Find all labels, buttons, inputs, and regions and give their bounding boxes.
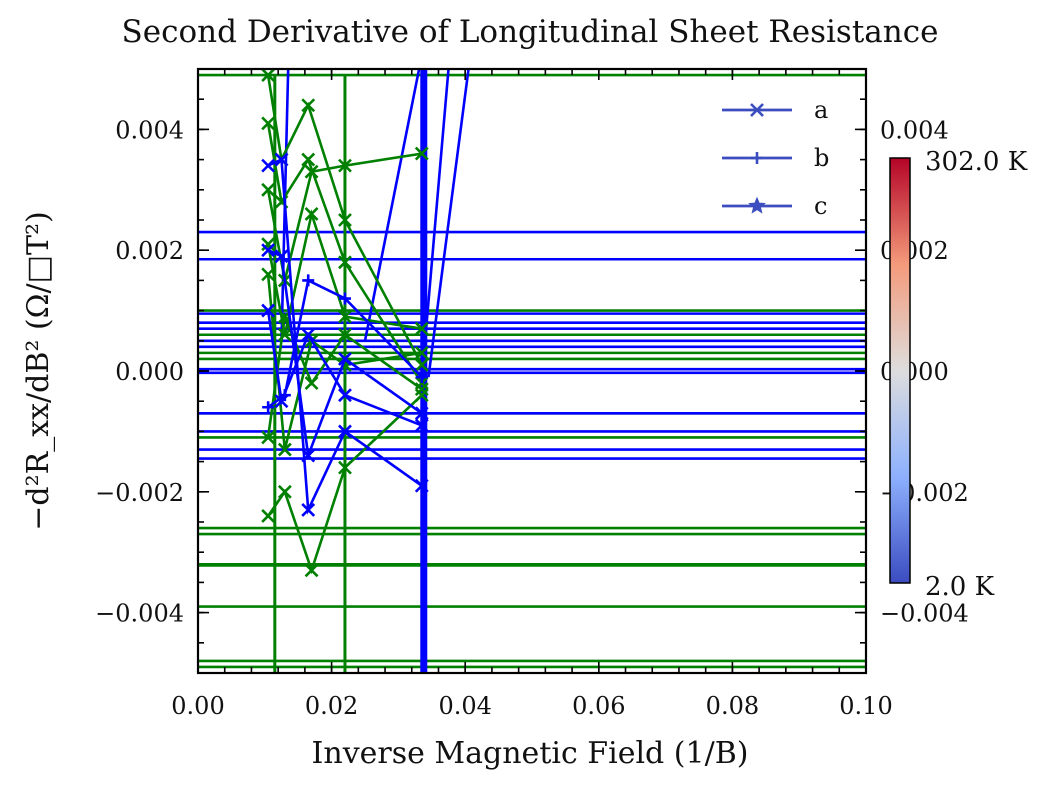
x-tick-label: 0.04	[438, 692, 491, 720]
data-point	[261, 116, 276, 131]
data-point	[301, 327, 316, 342]
data-point	[414, 406, 429, 421]
steep-line	[363, 69, 421, 342]
legend-label: b	[814, 144, 829, 172]
data-point	[304, 376, 319, 390]
data-point	[261, 509, 276, 523]
x-tick-label: 0.06	[572, 692, 625, 720]
data-point	[274, 152, 289, 167]
data-point	[302, 274, 315, 287]
data-point	[261, 267, 276, 282]
data-point	[338, 460, 352, 475]
data-point	[414, 321, 429, 336]
data-point	[301, 448, 316, 463]
legend: abc	[722, 96, 829, 220]
data-point	[304, 563, 319, 578]
data-point	[304, 207, 319, 221]
data-point	[261, 243, 276, 258]
data-point	[277, 442, 292, 457]
legend-marker	[751, 152, 763, 164]
plot-area	[198, 69, 866, 673]
y-tick-label: 0.004	[115, 116, 184, 144]
data-point	[414, 388, 429, 403]
y-axis-label: −d²R_xx/dB² (Ω/□T²)	[21, 211, 56, 530]
legend-label: a	[814, 96, 828, 124]
legend-marker	[750, 103, 764, 117]
right-tick-label: −0.004	[880, 600, 969, 628]
x-tick-labels: 0.00 0.02 0.04 0.06 0.08 0.10	[171, 692, 892, 720]
data-point	[262, 401, 275, 414]
data-point	[338, 158, 352, 173]
y-tick-label: −0.002	[95, 479, 184, 507]
data-point	[261, 69, 276, 82]
colorbar-gradient	[889, 157, 911, 584]
x-tick-label: 0.08	[706, 692, 759, 720]
x-tick-label: 0.10	[839, 692, 892, 720]
data-point	[414, 382, 429, 397]
data-point	[338, 255, 352, 270]
steep-line	[427, 69, 470, 378]
colorbar-max-label: 302.0 K	[925, 147, 1028, 177]
data-point	[261, 430, 276, 445]
legend-label: c	[814, 192, 827, 220]
legend-marker	[748, 196, 766, 214]
data-point	[261, 237, 276, 252]
data-point	[304, 164, 319, 179]
data-point	[414, 345, 429, 360]
chart-title: Second Derivative of Longitudinal Sheet …	[122, 14, 939, 50]
data-point	[274, 249, 289, 264]
data-point	[261, 182, 276, 197]
data-point	[415, 371, 428, 384]
steep-line	[423, 69, 450, 341]
data-point	[301, 152, 316, 167]
data-point	[338, 424, 352, 439]
data-point	[338, 352, 352, 366]
axis-ticks	[197, 68, 867, 674]
data-point	[301, 503, 316, 517]
data-point	[278, 389, 291, 402]
x-tick-label: 0.00	[171, 692, 224, 720]
data-point	[338, 388, 352, 403]
colorbar: 302.0 K 2.0 K	[889, 147, 1028, 602]
data-point	[261, 158, 276, 173]
x-axis-label: Inverse Magnetic Field (1/B)	[312, 736, 749, 771]
y-tick-label: 0.002	[115, 237, 184, 265]
y-tick-label: 0.000	[115, 358, 184, 386]
y-tick-labels: −0.004 −0.002 0.000 0.002 0.004	[95, 116, 184, 627]
data-point	[301, 98, 316, 113]
y-tick-label: −0.004	[95, 600, 184, 628]
x-tick-label: 0.02	[305, 692, 358, 720]
data-point	[414, 146, 429, 161]
data-point	[414, 358, 429, 372]
data-point	[414, 418, 429, 433]
data-point	[338, 309, 352, 324]
data-point	[261, 303, 276, 318]
right-tick-label: 0.004	[880, 116, 949, 144]
data-point	[277, 484, 292, 499]
data-point	[338, 327, 352, 342]
data-point	[338, 292, 351, 305]
data-point	[414, 478, 429, 493]
data-point	[338, 213, 352, 227]
colorbar-min-label: 2.0 K	[925, 572, 995, 602]
